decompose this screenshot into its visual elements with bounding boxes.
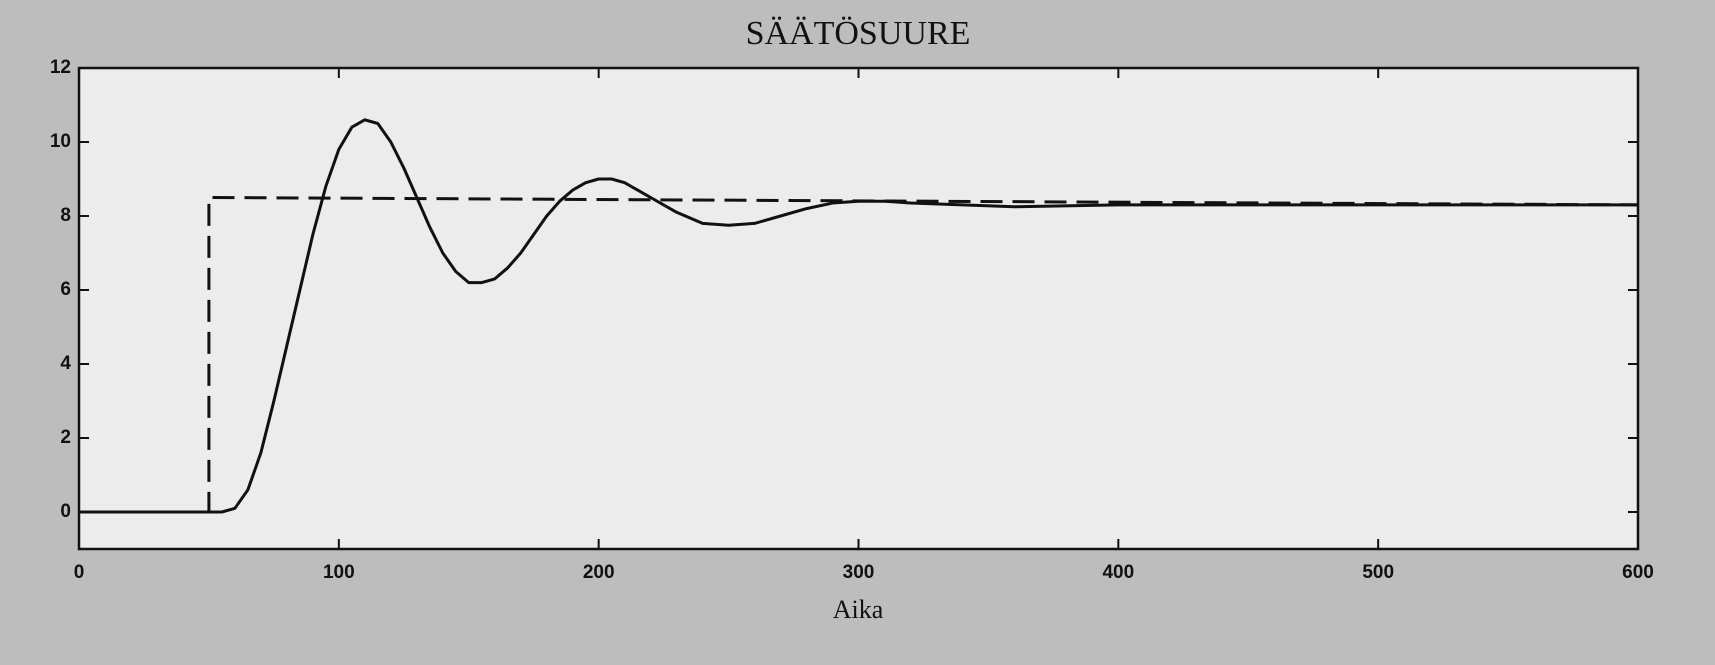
x-tick-label: 300 [843, 562, 875, 583]
x-tick-label: 100 [323, 562, 355, 583]
y-tick-label: 2 [60, 427, 71, 448]
y-tick-label: 4 [60, 353, 71, 374]
y-tick-label: 6 [60, 279, 71, 300]
y-tick-label: 8 [60, 205, 71, 226]
plot-area [77, 66, 1640, 551]
x-axis-label: Aika [833, 595, 884, 624]
x-tick-label: 0 [74, 562, 85, 583]
chart-title: SÄÄTÖSUURE [746, 15, 971, 52]
x-tick-label: 200 [583, 562, 615, 583]
x-tick-label: 600 [1622, 562, 1654, 583]
y-tick-label: 10 [50, 131, 71, 152]
x-tick-label: 500 [1362, 562, 1394, 583]
data-line [79, 118, 1638, 514]
x-tick-label: 400 [1102, 562, 1134, 583]
y-tick-label: 0 [60, 501, 71, 522]
y-tick-label: 12 [50, 57, 71, 78]
